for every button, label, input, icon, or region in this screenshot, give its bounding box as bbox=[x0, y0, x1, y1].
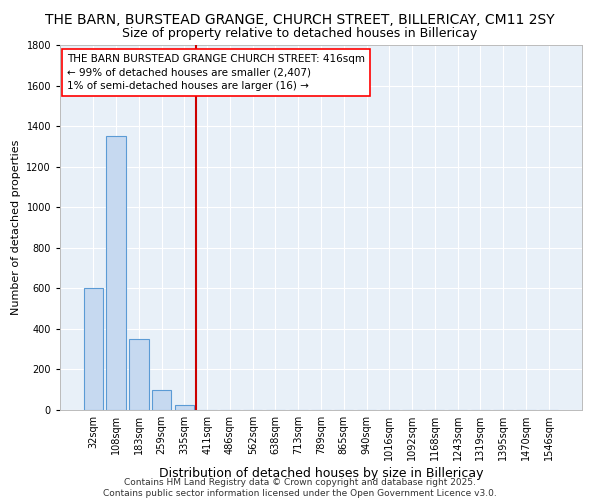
Text: THE BARN BURSTEAD GRANGE CHURCH STREET: 416sqm
← 99% of detached houses are smal: THE BARN BURSTEAD GRANGE CHURCH STREET: … bbox=[67, 54, 365, 90]
Text: Contains HM Land Registry data © Crown copyright and database right 2025.
Contai: Contains HM Land Registry data © Crown c… bbox=[103, 478, 497, 498]
Bar bbox=[84, 288, 103, 410]
Bar bbox=[106, 136, 126, 410]
Text: Size of property relative to detached houses in Billericay: Size of property relative to detached ho… bbox=[122, 28, 478, 40]
Bar bbox=[152, 390, 172, 410]
X-axis label: Distribution of detached houses by size in Billericay: Distribution of detached houses by size … bbox=[159, 467, 483, 480]
Y-axis label: Number of detached properties: Number of detached properties bbox=[11, 140, 21, 315]
Bar bbox=[129, 339, 149, 410]
Text: THE BARN, BURSTEAD GRANGE, CHURCH STREET, BILLERICAY, CM11 2SY: THE BARN, BURSTEAD GRANGE, CHURCH STREET… bbox=[45, 12, 555, 26]
Bar bbox=[175, 405, 194, 410]
